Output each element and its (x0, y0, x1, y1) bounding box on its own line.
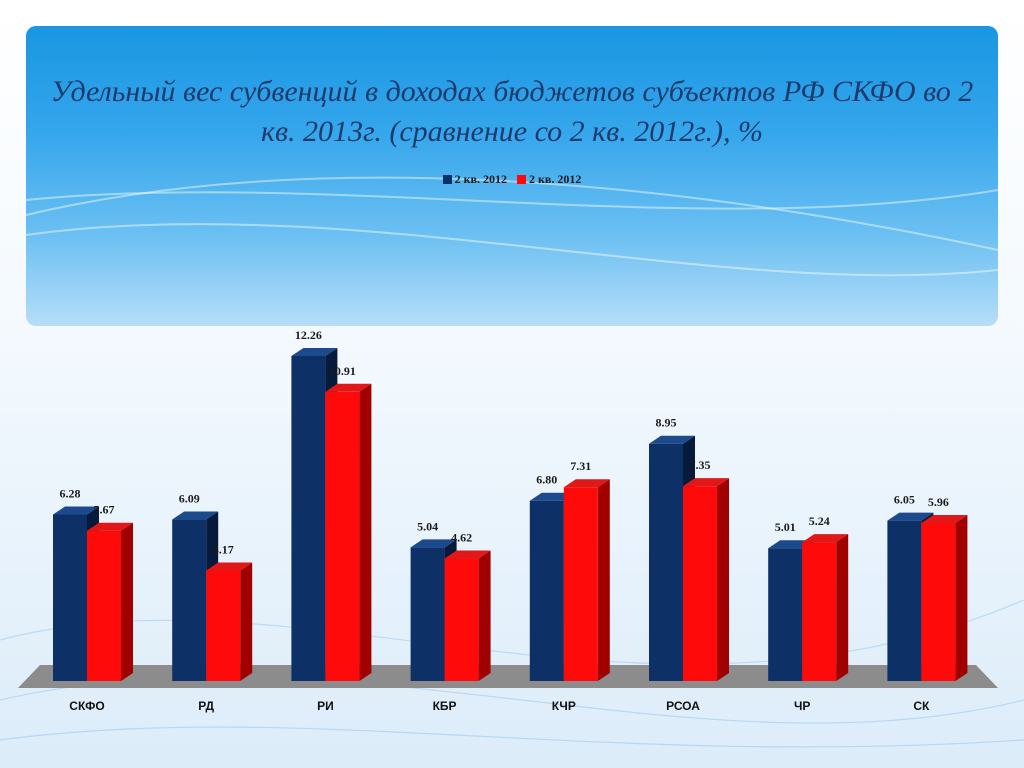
bar-side-series-2-2 (240, 562, 253, 681)
bar-top-series-2-7 (802, 534, 849, 543)
bar-series-1-7 (768, 548, 803, 681)
bar-series-2-1 (87, 530, 121, 681)
category-label-4: КБР (433, 699, 457, 713)
bar-top-series-2-8 (921, 515, 968, 524)
bar-series-1-4 (410, 547, 445, 681)
chart-title: Удельный вес субвенций в доходах бюджето… (50, 75, 974, 148)
value-label-series-2-5: 7.31 (570, 459, 591, 473)
value-label-series-1-3: 12.26 (295, 328, 322, 342)
category-label-1: СКФО (69, 699, 104, 713)
bar-top-series-1-3 (291, 348, 338, 356)
bar-series-1-3 (291, 356, 326, 681)
value-label-series-2-2: 4.17 (213, 542, 234, 556)
bar-top-series-2-4 (444, 550, 491, 559)
bar-side-series-2-4 (478, 550, 491, 681)
value-label-series-1-2: 6.09 (179, 492, 200, 506)
bar-series-2-8 (921, 523, 956, 681)
bar-top-series-2-3 (325, 383, 372, 392)
category-labels-group: СКФО РД РИ КБР КЧР РСОА ЧР СК (69, 699, 930, 713)
bar-side-series-2-8 (955, 515, 968, 681)
wave-3 (25, 223, 999, 277)
legend-swatch-series-2 (517, 175, 526, 184)
bar-series-2-3 (325, 391, 360, 681)
category-label-2: РД (198, 699, 214, 713)
value-label-series-2-7: 5.24 (809, 514, 830, 528)
value-label-series-2-8: 5.96 (928, 495, 949, 509)
bar-series-1-5 (529, 500, 564, 681)
bar-top-series-2-5 (563, 479, 610, 488)
bar-top-series-2-2 (206, 562, 253, 571)
bar-series-1-6 (649, 443, 683, 681)
bar-series-2-7 (802, 542, 837, 681)
bar-series-2-5 (563, 487, 598, 681)
category-label-8: СК (913, 699, 930, 713)
bar-top-series-1-8 (887, 512, 934, 521)
legend-label-series-2: 2 кв. 2012 (529, 172, 582, 186)
value-label-series-2-6: 7.35 (690, 458, 711, 472)
value-label-series-1-4: 5.04 (417, 519, 438, 533)
bar-top-series-1-1 (53, 506, 99, 515)
value-label-series-2-1: 5.67 (94, 503, 115, 517)
bar-side-series-2-3 (359, 383, 372, 681)
bar-series-2-6 (683, 486, 717, 681)
wave-6 (0, 726, 1024, 748)
bar-side-series-2-7 (836, 534, 849, 681)
bar-series-1-1 (53, 514, 87, 681)
category-label-7: ЧР (794, 699, 810, 713)
wave-2 (25, 189, 999, 210)
category-label-5: КЧР (552, 699, 576, 713)
wave-1 (25, 176, 999, 251)
header-banner (26, 26, 998, 326)
value-label-series-1-8: 6.05 (894, 493, 915, 507)
legend-label-series-1: 2 кв. 2012 (454, 172, 507, 186)
bar-side-series-2-6 (717, 478, 729, 681)
legend-item-series-2: 2 кв. 2012 (517, 172, 581, 187)
chart-floor (18, 665, 998, 688)
wave-4 (0, 599, 1024, 665)
bar-side-series-2-1 (121, 522, 133, 681)
category-label-3: РИ (317, 699, 334, 713)
legend-swatch-series-1 (442, 175, 452, 184)
value-label-series-2-3: 10.91 (329, 364, 356, 378)
bars-group (53, 348, 968, 681)
bar-top-series-1-6 (649, 435, 695, 444)
bar-series-2-4 (444, 558, 479, 681)
category-label-6: РСОА (666, 699, 700, 713)
legend-item-series-1: 2 кв. 2012 (442, 172, 507, 187)
bar-series-2-2 (206, 570, 241, 681)
value-label-series-1-6: 8.95 (656, 416, 677, 430)
value-label-series-1-1: 6.28 (60, 487, 81, 501)
value-label-series-1-7: 5.01 (775, 520, 796, 534)
bar-series-1-8 (887, 520, 922, 681)
value-labels-group: 6.28 5.67 6.09 4.17 12.26 10.91 5.04 4.62 6.80 7.… (60, 328, 949, 556)
bar-series-1-2 (172, 519, 207, 681)
background-waves (0, 176, 1024, 748)
bar-top-series-1-4 (410, 539, 457, 548)
value-label-series-2-4: 4.62 (451, 531, 472, 545)
value-label-series-1-5: 6.80 (536, 473, 557, 487)
bar-top-series-2-1 (87, 522, 133, 531)
bar-side-series-2-5 (597, 479, 610, 681)
legend: 2 кв. 2012 2 кв. 2012 (0, 172, 1024, 187)
bar-top-series-1-2 (172, 511, 219, 520)
bar-top-series-2-6 (683, 478, 729, 487)
